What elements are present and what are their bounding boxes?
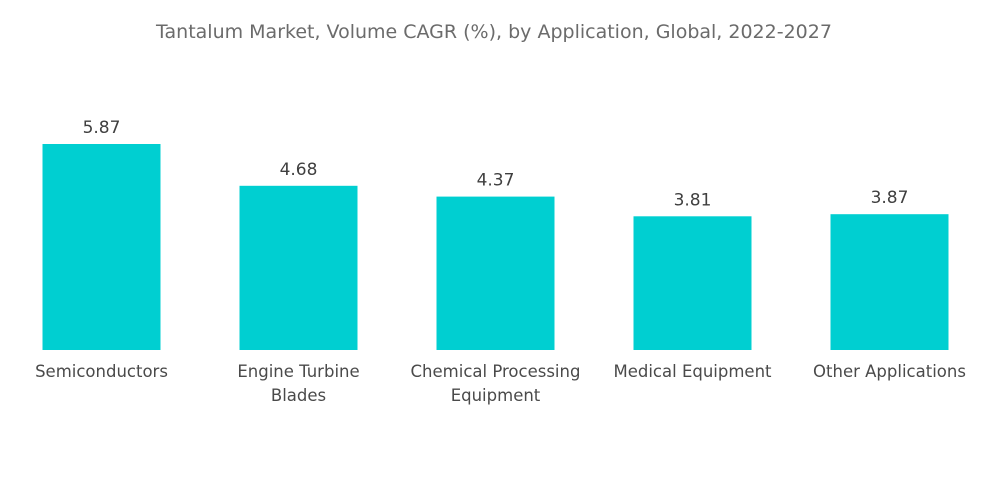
value-label-4: 3.87	[871, 188, 909, 208]
value-label-1: 4.68	[280, 160, 318, 180]
category-label-2: Chemical Processing Equipment	[411, 362, 581, 405]
category-label-4: Other Applications	[813, 362, 966, 381]
bar-2	[436, 196, 555, 350]
bar-0	[42, 144, 161, 350]
value-label-2: 4.37	[477, 171, 515, 191]
bar-4	[830, 214, 949, 350]
category-label-line: Other Applications	[813, 362, 966, 381]
category-label-1: Engine Turbine Blades	[237, 362, 359, 405]
category-label-3: Medical Equipment	[613, 362, 772, 381]
chart-title: Tantalum Market, Volume CAGR (%), by App…	[155, 21, 832, 43]
category-label-line: Engine Turbine	[237, 362, 359, 381]
value-label-3: 3.81	[674, 190, 712, 210]
category-label-line: Equipment	[451, 386, 541, 405]
bar-3	[633, 216, 752, 350]
category-label-line: Chemical Processing	[411, 362, 581, 381]
category-label-0: Semiconductors	[35, 362, 168, 381]
value-label-0: 5.87	[83, 118, 121, 138]
category-label-line: Semiconductors	[35, 362, 168, 381]
value-labels-group: 5.87 4.68 4.37 3.81 3.87	[83, 118, 909, 210]
category-label-line: Blades	[271, 386, 326, 405]
category-labels-group: Semiconductors Engine Turbine Blades Chemic…	[35, 362, 966, 405]
category-label-line: Medical Equipment	[613, 362, 772, 381]
bar-1	[239, 185, 358, 350]
bars-group	[42, 144, 949, 350]
